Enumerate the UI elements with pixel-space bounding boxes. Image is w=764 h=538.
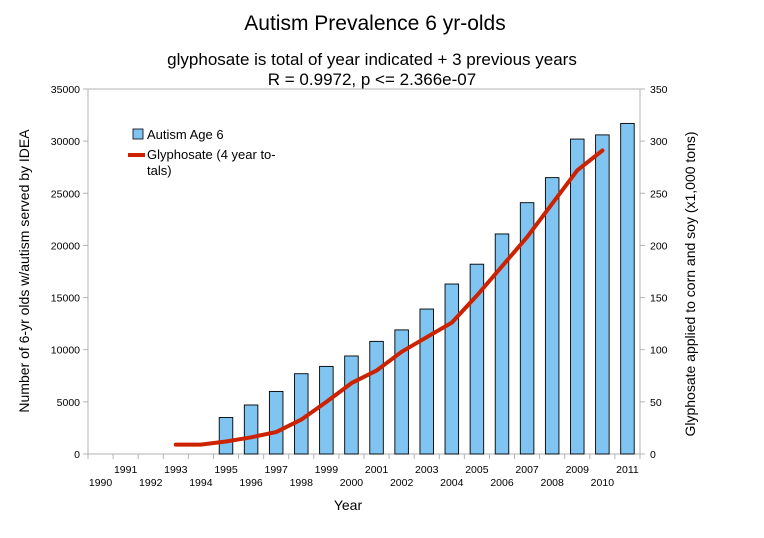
x-tick-label: 2002 — [390, 477, 414, 489]
bar-autism-age-6 — [243, 404, 259, 455]
bar-autism-age-6 — [570, 138, 585, 455]
legend-label-glyphosate-line-1: Glyphosate (4 year to- — [147, 147, 276, 162]
x-tick-label: 1990 — [89, 477, 113, 489]
chart-title: Autism Prevalence 6 yr-olds — [244, 12, 505, 35]
x-tick-label: 2007 — [515, 464, 539, 476]
x-tick-label: 2006 — [490, 477, 514, 489]
y2-tick-label: 150 — [650, 293, 668, 305]
legend-label-glyphosate-line-2: tals) — [147, 163, 172, 178]
x-tick-label: 2005 — [465, 464, 489, 476]
x-tick-label: 1994 — [189, 477, 213, 489]
y2-tick-label: 100 — [650, 345, 668, 357]
y-tick-label: 10000 — [51, 345, 80, 357]
chart-subtitle-line-2: R = 0.9972, p <= 2.366e-07 — [268, 70, 476, 89]
x-tick-label: 2004 — [440, 477, 464, 489]
x-tick-label: 1997 — [265, 464, 289, 476]
x-tick-label: 2009 — [566, 464, 590, 476]
y2-tick-label: 50 — [650, 397, 662, 409]
bar-autism-age-6 — [620, 122, 635, 455]
x-tick-label: 1992 — [139, 477, 163, 489]
bar-autism-age-6 — [444, 283, 460, 455]
x-tick-label: 2001 — [365, 464, 389, 476]
y-tick-label: 15000 — [51, 293, 80, 305]
y-tick-label: 30000 — [51, 136, 80, 148]
x-tick-label: 2011 — [616, 464, 639, 476]
bar-autism-age-6 — [319, 365, 334, 455]
line-glyphosate — [173, 148, 605, 447]
y-axis-title: Number of 6-yr olds w/autism served by I… — [16, 129, 32, 413]
y2-tick-label: 300 — [650, 136, 668, 148]
plot-area: 0 5000 10000 15000 20000 25000 30000 35000 0 50 10… — [51, 84, 668, 489]
bar-autism-age-6 — [369, 340, 384, 455]
x-tick-label: 1993 — [164, 464, 188, 476]
bar-autism-age-6 — [218, 417, 234, 455]
x-tick-label: 2008 — [541, 477, 565, 489]
x-tick-label: 1995 — [214, 464, 238, 476]
x-tick-label: 1991 — [114, 464, 138, 476]
chart-subtitle-line-1: glyphosate is total of year indicated + … — [167, 50, 577, 69]
x-tick-label: 2003 — [415, 464, 439, 476]
y2-tick-label: 350 — [650, 84, 668, 96]
y2-tick-label: 200 — [650, 240, 668, 252]
x-tick-label: 1996 — [239, 477, 263, 489]
y2-tick-label: 0 — [650, 449, 656, 461]
legend-swatch-autism — [132, 128, 144, 140]
bar-autism-age-6 — [419, 308, 434, 455]
y-tick-label: 25000 — [51, 188, 80, 200]
bar-autism-age-6 — [494, 233, 510, 455]
y-tick-label: 5000 — [57, 397, 81, 409]
legend-label-autism: Autism Age 6 — [147, 127, 224, 142]
y2-axis-title: Glyphosate applied to corn and soy (x1,0… — [682, 131, 698, 436]
x-tick-label: 2010 — [591, 477, 615, 489]
legend: Autism Age 6 Glyphosate (4 year to- tals… — [128, 127, 276, 178]
y-tick-label: 0 — [74, 449, 80, 461]
bar-autism-age-6 — [469, 263, 485, 455]
bar-autism-age-6 — [344, 355, 359, 455]
y2-tick-label: 250 — [650, 188, 668, 200]
bar-autism-age-6 — [394, 329, 409, 455]
x-tick-label: 1998 — [290, 477, 314, 489]
x-tick-label: 1999 — [315, 464, 339, 476]
bar-autism-age-6 — [544, 177, 560, 455]
bar-autism-age-6 — [268, 390, 284, 455]
x-tick-label: 2000 — [340, 477, 364, 489]
y-tick-label: 35000 — [51, 84, 80, 96]
bar-autism-age-6 — [519, 202, 535, 455]
x-axis-title: Year — [334, 497, 363, 513]
bar-autism-age-6 — [595, 134, 610, 455]
y-tick-label: 20000 — [51, 240, 80, 252]
